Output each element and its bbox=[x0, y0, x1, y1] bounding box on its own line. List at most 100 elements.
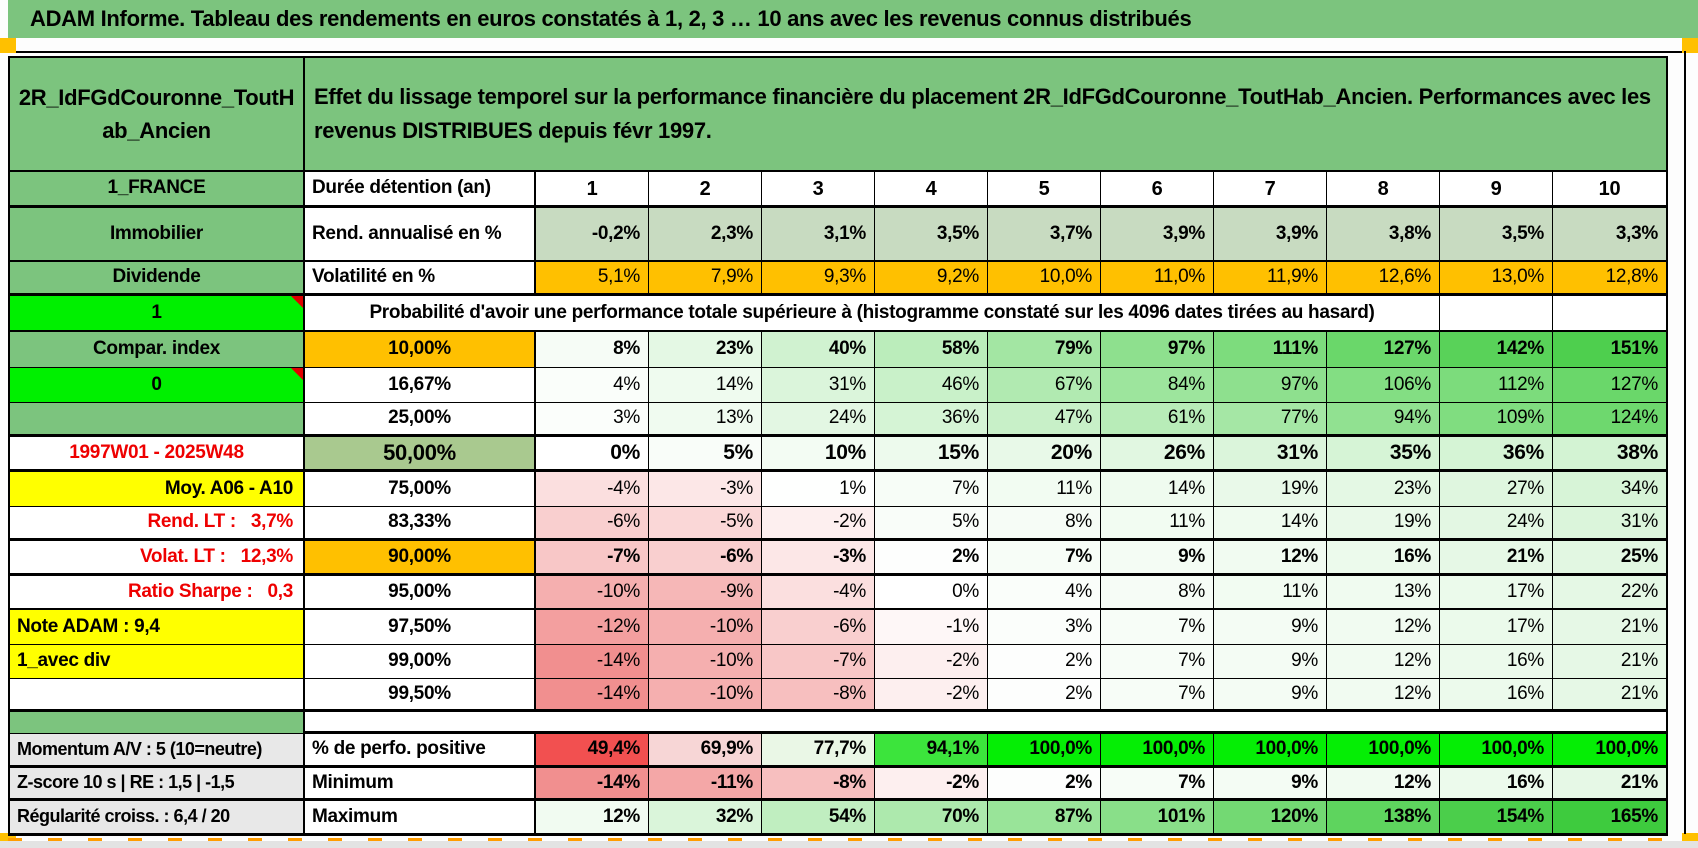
data-cell[interactable]: 14% bbox=[649, 368, 762, 403]
data-cell[interactable]: 151% bbox=[1553, 332, 1666, 368]
data-cell[interactable]: 142% bbox=[1440, 332, 1553, 368]
data-cell[interactable]: 14% bbox=[1214, 507, 1327, 541]
data-cell[interactable]: -12% bbox=[536, 610, 649, 645]
data-cell[interactable]: 127% bbox=[1327, 332, 1440, 368]
year-column-header[interactable]: 3 bbox=[762, 172, 875, 208]
data-cell[interactable]: 20% bbox=[988, 437, 1101, 472]
data-cell[interactable]: 21% bbox=[1440, 541, 1553, 576]
data-cell[interactable]: 7% bbox=[1101, 679, 1214, 712]
data-cell[interactable]: 70% bbox=[875, 801, 988, 834]
data-cell[interactable]: -6% bbox=[536, 507, 649, 541]
data-cell[interactable]: -2% bbox=[762, 507, 875, 541]
data-cell[interactable]: 165% bbox=[1553, 801, 1666, 834]
data-cell[interactable]: 3,9% bbox=[1101, 208, 1214, 262]
row-label-cell[interactable]: Volat. LT : 12,3% bbox=[10, 541, 305, 576]
data-cell[interactable]: 97% bbox=[1101, 332, 1214, 368]
data-cell[interactable]: 0% bbox=[536, 437, 649, 472]
data-cell[interactable]: 14% bbox=[1101, 472, 1214, 507]
data-cell[interactable]: 34% bbox=[1553, 472, 1666, 507]
data-cell[interactable]: 15% bbox=[875, 437, 988, 472]
data-cell[interactable]: 31% bbox=[762, 368, 875, 403]
data-cell[interactable]: 49,4% bbox=[536, 734, 649, 768]
data-cell[interactable]: 10% bbox=[762, 437, 875, 472]
data-cell[interactable]: 27% bbox=[1440, 472, 1553, 507]
data-cell[interactable]: 13% bbox=[649, 403, 762, 437]
data-cell[interactable]: 8% bbox=[1101, 576, 1214, 610]
data-cell[interactable]: -8% bbox=[762, 768, 875, 801]
year-column-header[interactable]: 10 bbox=[1553, 172, 1666, 208]
sub-label-cell[interactable]: 99,00% bbox=[305, 645, 536, 679]
row-label-cell[interactable]: Momentum A/V : 5 (10=neutre) bbox=[10, 734, 305, 768]
sub-label-cell[interactable]: 50,00% bbox=[305, 437, 536, 472]
data-cell[interactable]: -10% bbox=[649, 645, 762, 679]
sub-label-cell[interactable]: % de perfo. positive bbox=[305, 734, 536, 768]
data-cell[interactable]: 2% bbox=[988, 645, 1101, 679]
data-cell[interactable]: 23% bbox=[649, 332, 762, 368]
data-cell[interactable]: 12% bbox=[1214, 541, 1327, 576]
row-label-cell[interactable]: Compar. index bbox=[10, 332, 305, 368]
data-cell[interactable]: -14% bbox=[536, 768, 649, 801]
data-cell[interactable]: 8% bbox=[988, 507, 1101, 541]
data-cell[interactable]: 12% bbox=[536, 801, 649, 834]
data-cell[interactable]: 154% bbox=[1440, 801, 1553, 834]
data-cell[interactable]: 21% bbox=[1553, 645, 1666, 679]
row-label-cell[interactable]: Régularité croiss. : 6,4 / 20 bbox=[10, 801, 305, 834]
data-cell[interactable]: 109% bbox=[1440, 403, 1553, 437]
row-label-cell[interactable]: Immobilier bbox=[10, 208, 305, 262]
sub-label-cell[interactable]: Maximum bbox=[305, 801, 536, 834]
data-cell[interactable]: 24% bbox=[1440, 507, 1553, 541]
row-label-cell[interactable]: Rend. LT : 3,7% bbox=[10, 507, 305, 541]
placement-name-cell[interactable]: 2R_IdFGdCouronne_ToutHab_Ancien bbox=[10, 58, 305, 172]
data-cell[interactable]: 36% bbox=[875, 403, 988, 437]
data-cell[interactable]: -3% bbox=[762, 541, 875, 576]
data-cell[interactable]: 31% bbox=[1214, 437, 1327, 472]
data-cell[interactable]: -4% bbox=[762, 576, 875, 610]
sub-label-cell[interactable]: 75,00% bbox=[305, 472, 536, 507]
data-cell[interactable]: 84% bbox=[1101, 368, 1214, 403]
data-cell[interactable]: 12,8% bbox=[1553, 262, 1666, 296]
data-cell[interactable]: -5% bbox=[649, 507, 762, 541]
empty-cell[interactable] bbox=[1553, 296, 1666, 332]
data-cell[interactable]: 5% bbox=[649, 437, 762, 472]
data-cell[interactable]: 17% bbox=[1440, 576, 1553, 610]
year-column-header[interactable]: 5 bbox=[988, 172, 1101, 208]
data-cell[interactable]: 9% bbox=[1214, 610, 1327, 645]
data-cell[interactable]: 124% bbox=[1553, 403, 1666, 437]
data-cell[interactable]: 21% bbox=[1553, 610, 1666, 645]
data-cell[interactable]: 21% bbox=[1553, 768, 1666, 801]
data-cell[interactable]: 94,1% bbox=[875, 734, 988, 768]
data-cell[interactable]: 9,2% bbox=[875, 262, 988, 296]
data-cell[interactable]: 24% bbox=[762, 403, 875, 437]
data-cell[interactable]: -0,2% bbox=[536, 208, 649, 262]
data-cell[interactable]: 5,1% bbox=[536, 262, 649, 296]
data-cell[interactable]: 7% bbox=[988, 541, 1101, 576]
data-cell[interactable]: 127% bbox=[1553, 368, 1666, 403]
data-cell[interactable]: 13,0% bbox=[1440, 262, 1553, 296]
data-cell[interactable]: 0% bbox=[875, 576, 988, 610]
sub-label-cell[interactable]: 10,00% bbox=[305, 332, 536, 368]
data-cell[interactable]: 31% bbox=[1553, 507, 1666, 541]
sub-label-cell[interactable]: 95,00% bbox=[305, 576, 536, 610]
data-cell[interactable]: 7% bbox=[1101, 645, 1214, 679]
year-column-header[interactable]: 8 bbox=[1327, 172, 1440, 208]
data-cell[interactable]: 9% bbox=[1101, 541, 1214, 576]
sheet-title[interactable]: ADAM Informe. Tableau des rendements en … bbox=[8, 0, 1698, 38]
data-cell[interactable]: 26% bbox=[1101, 437, 1214, 472]
data-cell[interactable]: -7% bbox=[536, 541, 649, 576]
data-cell[interactable]: 7,9% bbox=[649, 262, 762, 296]
sub-label-cell[interactable]: 99,50% bbox=[305, 679, 536, 712]
year-column-header[interactable]: 7 bbox=[1214, 172, 1327, 208]
data-cell[interactable]: 13% bbox=[1327, 576, 1440, 610]
year-column-header[interactable]: 4 bbox=[875, 172, 988, 208]
row-label-cell[interactable]: Moy. A06 - A10 bbox=[10, 472, 305, 507]
data-cell[interactable]: 100,0% bbox=[988, 734, 1101, 768]
data-cell[interactable]: 100,0% bbox=[1214, 734, 1327, 768]
data-cell[interactable]: 8% bbox=[536, 332, 649, 368]
data-cell[interactable]: 4% bbox=[988, 576, 1101, 610]
data-cell[interactable]: 2,3% bbox=[649, 208, 762, 262]
row-label-cell[interactable] bbox=[10, 679, 305, 712]
data-cell[interactable]: 106% bbox=[1327, 368, 1440, 403]
data-cell[interactable]: 77,7% bbox=[762, 734, 875, 768]
data-cell[interactable]: 5% bbox=[875, 507, 988, 541]
data-cell[interactable]: 94% bbox=[1327, 403, 1440, 437]
